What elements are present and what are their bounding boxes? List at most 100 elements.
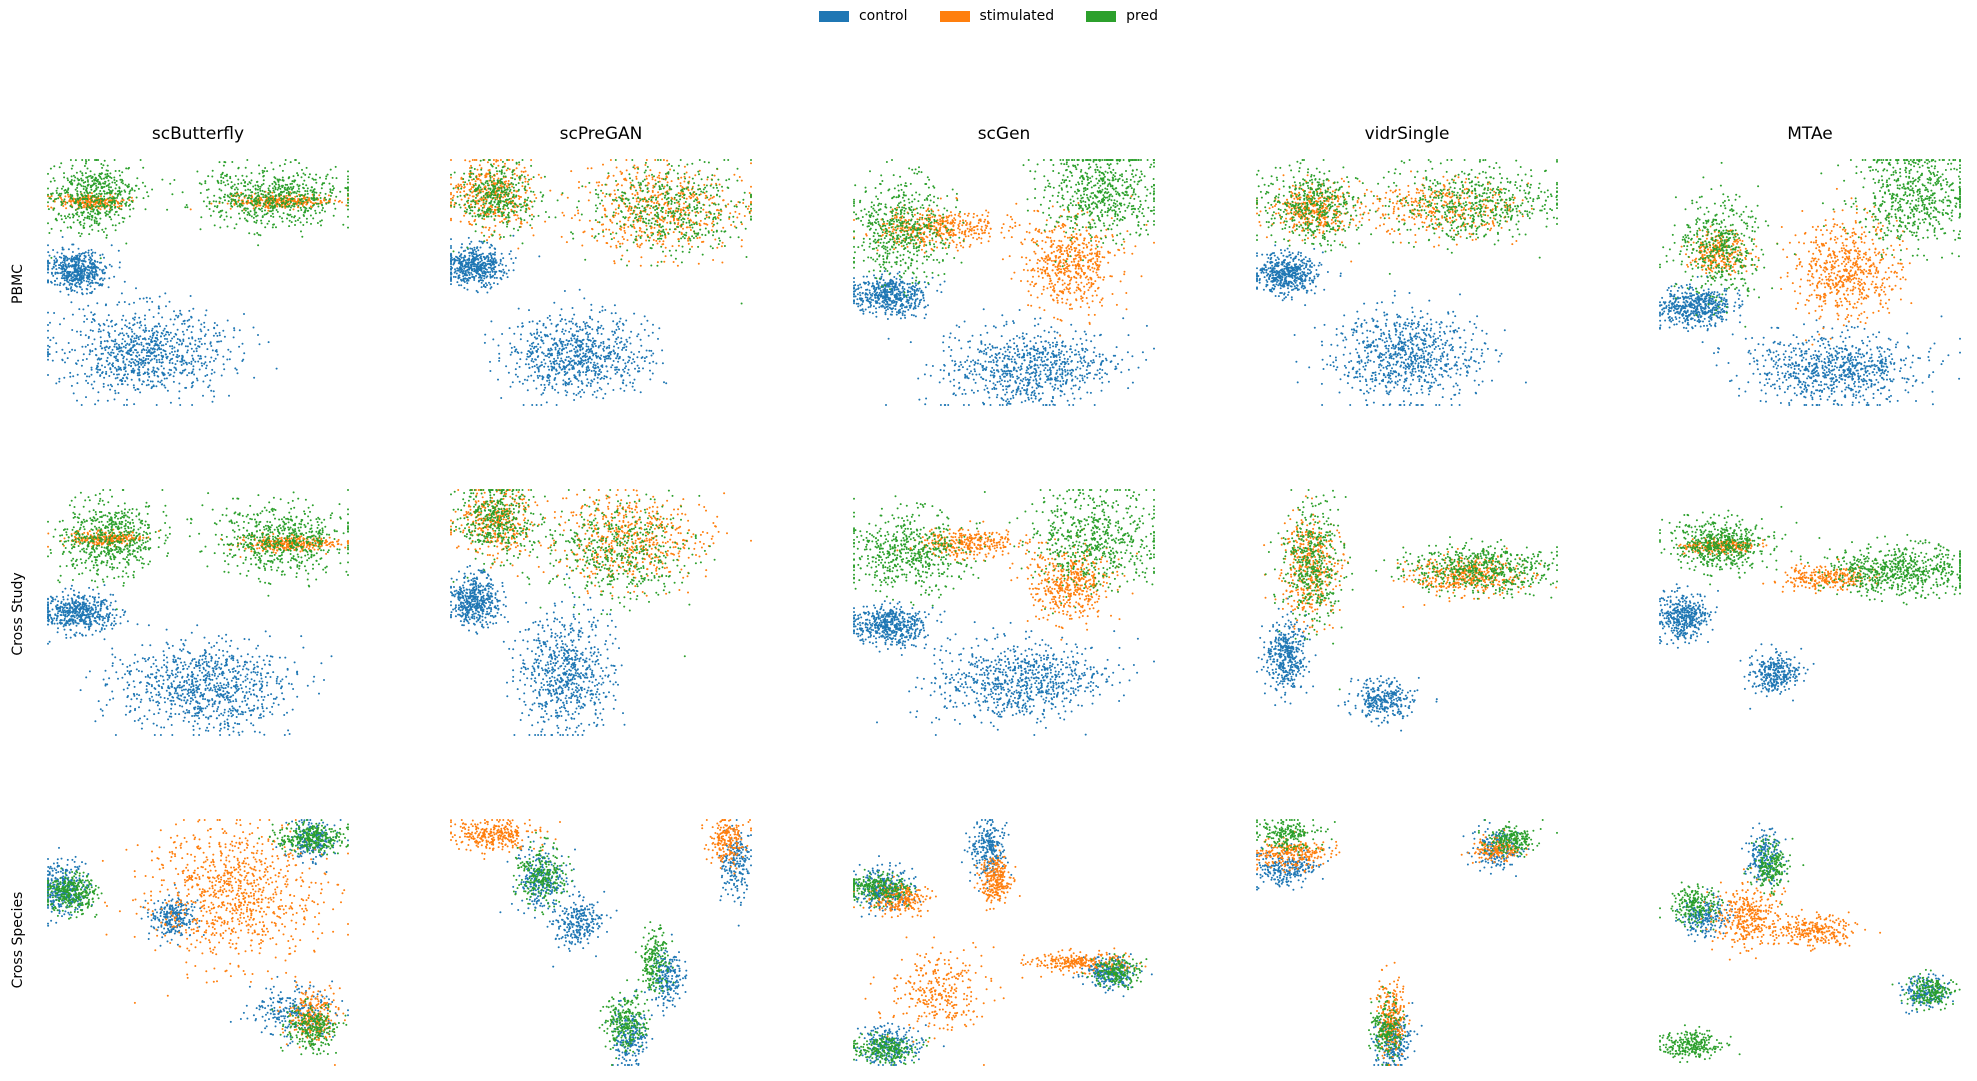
point [58, 256, 61, 258]
point [572, 367, 575, 370]
point [534, 358, 537, 361]
point [254, 211, 257, 214]
point [191, 337, 194, 340]
point [101, 166, 104, 169]
point [611, 364, 614, 367]
point [152, 332, 154, 335]
point [183, 319, 186, 322]
point [210, 345, 213, 347]
point [537, 348, 539, 351]
point [99, 283, 102, 286]
point [488, 263, 491, 266]
point [588, 339, 591, 342]
point [98, 205, 101, 208]
point [109, 209, 112, 212]
point [106, 339, 109, 342]
point [172, 375, 175, 378]
point [587, 358, 589, 361]
point [62, 277, 64, 280]
point [564, 344, 567, 346]
point [63, 352, 66, 355]
point [308, 197, 311, 200]
point [123, 355, 125, 358]
point [79, 286, 82, 289]
column-title: scPreGAN [451, 124, 751, 144]
point [104, 180, 107, 183]
point [208, 202, 211, 205]
point [47, 265, 50, 268]
point [499, 277, 502, 280]
point [587, 336, 590, 338]
point [88, 273, 91, 276]
point [92, 265, 95, 268]
point [573, 374, 576, 377]
point [133, 332, 136, 335]
point [114, 389, 117, 392]
point [261, 171, 264, 174]
point [575, 339, 578, 342]
point [561, 345, 564, 348]
point [55, 261, 58, 264]
point [590, 370, 593, 372]
point [76, 194, 79, 197]
point [116, 190, 119, 193]
point [149, 355, 151, 358]
point [565, 394, 568, 397]
point [652, 323, 654, 326]
point [545, 401, 548, 404]
point [122, 377, 124, 380]
point [142, 380, 145, 383]
point [456, 259, 459, 262]
point [81, 214, 84, 217]
point [124, 346, 127, 349]
point [514, 373, 517, 376]
point [537, 173, 540, 176]
point [466, 288, 469, 291]
point [218, 161, 221, 164]
point [189, 208, 192, 211]
point [161, 316, 164, 319]
point [124, 367, 127, 370]
point [95, 354, 97, 356]
point [155, 385, 158, 388]
point [78, 198, 81, 201]
point [123, 374, 126, 377]
point [105, 205, 108, 208]
point [523, 378, 526, 381]
point [622, 382, 625, 385]
legend-label: stimulated [980, 8, 1055, 24]
point [469, 167, 471, 169]
point [76, 291, 79, 294]
point [269, 204, 271, 207]
point [602, 397, 605, 400]
point [575, 330, 578, 333]
point [285, 201, 288, 204]
point [483, 275, 486, 277]
point [88, 278, 91, 281]
point [48, 197, 51, 200]
point [564, 359, 567, 362]
point [478, 164, 481, 167]
point [93, 179, 96, 182]
point [83, 216, 86, 219]
point [67, 265, 70, 268]
point [541, 351, 544, 354]
point [173, 318, 176, 321]
point [345, 204, 348, 207]
point [516, 174, 519, 177]
point [172, 323, 175, 326]
point [163, 377, 166, 380]
point [130, 369, 133, 372]
point [589, 326, 591, 329]
point [593, 390, 596, 393]
point [108, 353, 111, 356]
point [508, 168, 511, 171]
point [586, 324, 589, 327]
point [524, 180, 527, 183]
point [317, 205, 320, 208]
scatter-panel-pbmc-scpregan [450, 159, 752, 406]
point [509, 250, 512, 253]
point [467, 258, 470, 261]
point [134, 364, 137, 367]
point [68, 279, 71, 282]
